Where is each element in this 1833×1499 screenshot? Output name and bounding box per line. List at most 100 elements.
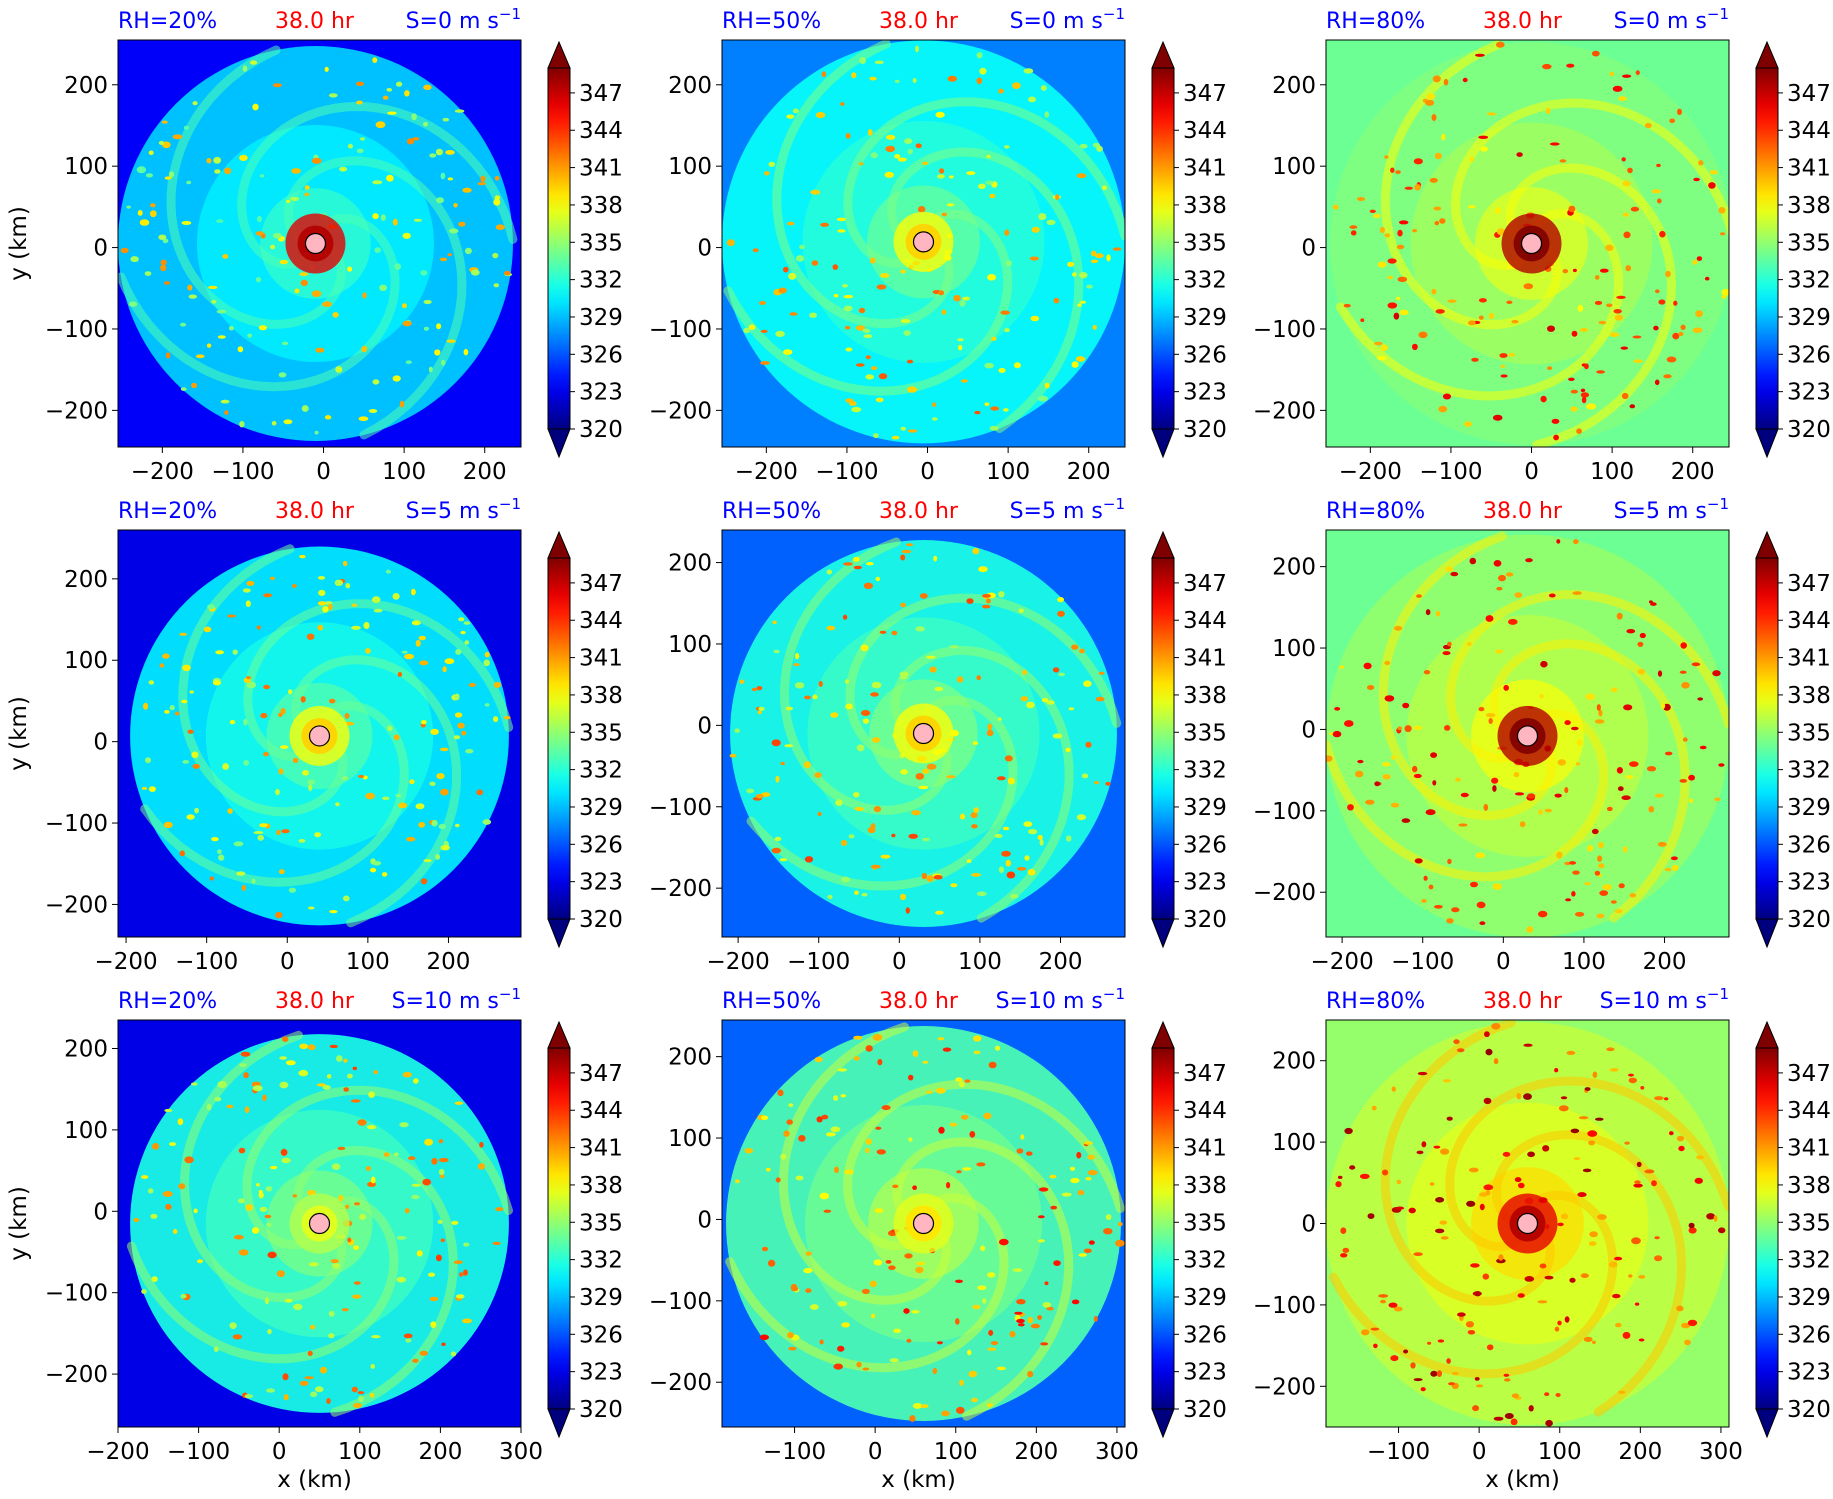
- convective-cell: [837, 1068, 848, 1072]
- convective-cell: [1393, 312, 1400, 320]
- convective-cell: [463, 621, 471, 625]
- convective-cell: [1597, 1214, 1607, 1220]
- convective-cell: [904, 1253, 913, 1259]
- convective-cell: [1037, 395, 1048, 402]
- convective-cell: [366, 1125, 377, 1130]
- convective-cell: [220, 399, 230, 404]
- convective-cell: [1376, 356, 1387, 361]
- convective-cell: [834, 1166, 839, 1174]
- convective-cell: [206, 1103, 212, 1111]
- convective-cell: [932, 1367, 938, 1375]
- field-layer: [1326, 40, 1729, 447]
- convective-cell: [1038, 1187, 1049, 1192]
- convective-cell: [1539, 694, 1544, 699]
- y-tick-label: 100: [1272, 1130, 1316, 1156]
- y-tick-label: 100: [668, 154, 712, 180]
- convective-cell: [893, 1328, 902, 1334]
- colorbar-tick-label: 344: [579, 1098, 623, 1124]
- convective-cell: [804, 695, 811, 700]
- convective-cell: [411, 588, 416, 596]
- rh-label: RH=80%: [1326, 989, 1425, 1014]
- colorbar-tick-label: 329: [1183, 305, 1227, 331]
- convective-cell: [453, 735, 461, 740]
- convective-cell: [1442, 393, 1452, 400]
- convective-cell: [765, 1167, 771, 1172]
- convective-cell: [1606, 303, 1613, 308]
- convective-cell: [1070, 1166, 1075, 1171]
- convective-cell: [1413, 773, 1422, 779]
- convective-cell: [299, 1380, 309, 1386]
- convective-cell: [760, 361, 770, 365]
- shear-label: S=5 m s−1: [406, 495, 521, 524]
- convective-cell: [383, 1152, 390, 1157]
- convective-cell: [814, 1056, 823, 1063]
- convective-cell: [455, 648, 462, 655]
- x-tick-label: −100: [1367, 1439, 1430, 1465]
- convective-cell: [1503, 1373, 1510, 1377]
- x-tick-label: −100: [763, 1439, 826, 1465]
- colorbar-body: [1151, 557, 1175, 920]
- convective-cell: [1616, 295, 1626, 299]
- convective-cell: [809, 312, 817, 318]
- colorbar-tick-label: 320: [1183, 417, 1227, 443]
- convective-cell: [440, 788, 449, 796]
- convective-cell: [242, 65, 248, 72]
- convective-cell: [1560, 1213, 1569, 1220]
- convective-cell: [900, 269, 906, 274]
- convective-cell: [423, 326, 429, 331]
- axes-frame: [1325, 39, 1730, 448]
- convective-cell: [1568, 205, 1576, 213]
- convective-cell: [1039, 839, 1044, 846]
- convective-cell: [362, 292, 367, 299]
- colorbar-tick-label: 320: [579, 1397, 623, 1423]
- convective-cell: [373, 1070, 379, 1075]
- convective-cell: [1478, 706, 1485, 712]
- convective-cell: [795, 652, 800, 660]
- convective-cell: [456, 1294, 465, 1299]
- convective-cell: [322, 1085, 331, 1090]
- convective-cell: [1071, 1299, 1080, 1305]
- shear-text: S=5 m s: [1614, 499, 1707, 524]
- convective-cell: [263, 593, 273, 598]
- convective-cell: [842, 614, 848, 620]
- convective-cell: [413, 1078, 419, 1084]
- convective-cell: [164, 1108, 173, 1113]
- convective-cell: [1470, 881, 1478, 888]
- colorbar-tick-label: 332: [1787, 268, 1831, 294]
- convective-cell: [1023, 68, 1034, 74]
- convective-cell: [1022, 669, 1028, 675]
- convective-cell: [265, 1186, 273, 1192]
- convective-cell: [1587, 1130, 1598, 1137]
- convective-cell: [320, 1366, 327, 1374]
- convective-cell: [259, 174, 265, 178]
- convective-cell: [991, 336, 997, 341]
- convective-cell: [351, 625, 361, 630]
- colorbar-extend-max: [1151, 1020, 1175, 1049]
- convective-cell: [912, 1403, 923, 1409]
- convective-cell: [226, 1104, 234, 1109]
- convective-cell: [281, 829, 290, 834]
- convective-cell: [374, 247, 382, 253]
- convective-cell: [229, 719, 236, 725]
- convective-cell: [1616, 612, 1623, 620]
- convective-cell: [1485, 1048, 1493, 1056]
- x-tick-label: 200: [1618, 1439, 1662, 1465]
- time-label: 38.0 hr: [1483, 989, 1563, 1014]
- convective-cell: [841, 876, 851, 883]
- convective-cell: [1053, 1260, 1061, 1266]
- spiral-band: [237, 101, 518, 269]
- convective-cell: [976, 52, 983, 59]
- convective-cell: [967, 1349, 972, 1356]
- convective-cell: [842, 283, 848, 288]
- convective-cell: [1410, 1362, 1416, 1369]
- convective-cell: [259, 823, 268, 828]
- convective-cell: [1721, 288, 1729, 296]
- convective-cell: [151, 1143, 160, 1150]
- convective-cell: [1708, 182, 1716, 189]
- time-label: 38.0 hr: [275, 989, 355, 1014]
- convective-cell: [1402, 702, 1410, 709]
- convective-cell: [454, 693, 460, 701]
- colorbar-tick-label: 323: [1787, 870, 1831, 896]
- axes-frame: [117, 1019, 522, 1428]
- y-tick-label: 200: [64, 73, 108, 99]
